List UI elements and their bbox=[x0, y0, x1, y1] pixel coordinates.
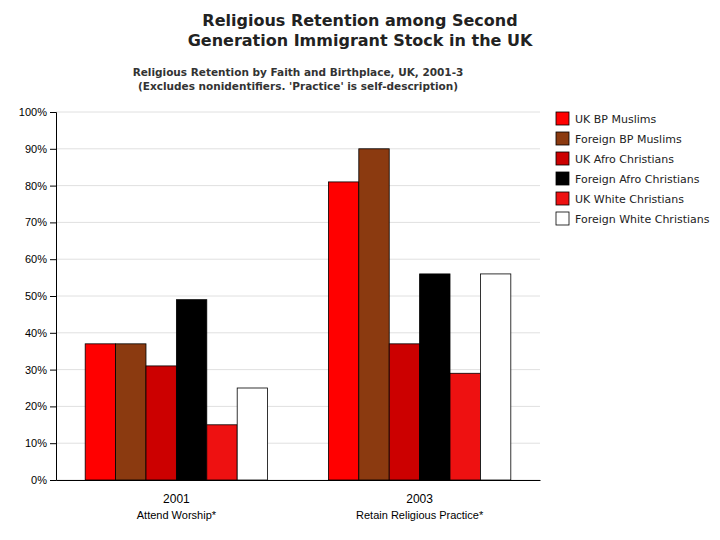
bar bbox=[237, 388, 267, 480]
legend-swatch bbox=[556, 172, 569, 185]
legend-label: UK White Christians bbox=[575, 193, 684, 206]
y-tick-label: 30% bbox=[25, 364, 47, 376]
y-tick: 30% bbox=[25, 364, 56, 376]
y-tick-mark bbox=[50, 333, 56, 334]
bar bbox=[207, 425, 237, 480]
y-tick-label: 40% bbox=[25, 327, 47, 339]
series bbox=[116, 149, 390, 480]
y-tick: 100% bbox=[19, 106, 56, 118]
series bbox=[237, 274, 511, 480]
bar bbox=[176, 300, 206, 480]
y-tick-label: 10% bbox=[25, 437, 47, 449]
legend-swatch bbox=[556, 192, 569, 205]
legend-swatch bbox=[556, 132, 569, 145]
y-tick: 40% bbox=[25, 327, 56, 339]
plot: 0% 10% 20% 30% 40% 50% 60% 70% 80% 90% 100% 2001 Att… bbox=[19, 106, 541, 521]
grid-line bbox=[56, 148, 540, 149]
legend-swatch bbox=[556, 152, 569, 165]
legend-item: Foreign White Christians bbox=[556, 212, 710, 226]
chart: Religious Retention among SecondGenerati… bbox=[0, 0, 720, 540]
y-tick-label: 70% bbox=[25, 216, 47, 228]
y-tick-label: 100% bbox=[19, 106, 47, 118]
legend-item: UK BP Muslims bbox=[556, 112, 656, 126]
series bbox=[176, 274, 450, 480]
legend-item: Foreign BP Muslims bbox=[556, 132, 682, 146]
y-tick: 0% bbox=[31, 474, 56, 486]
legend-label: Foreign BP Muslims bbox=[575, 133, 682, 146]
text-line: Religious Retention by Faith and Birthpl… bbox=[133, 66, 464, 78]
y-tick-label: 80% bbox=[25, 180, 47, 192]
grid-line bbox=[56, 112, 540, 113]
legend-item: UK White Christians bbox=[556, 192, 684, 206]
y-tick-label: 0% bbox=[31, 474, 47, 486]
y-tick-mark bbox=[50, 112, 56, 113]
grid-line bbox=[56, 332, 540, 333]
bar bbox=[85, 344, 115, 480]
series bbox=[85, 182, 359, 480]
legend-label: Foreign Afro Christians bbox=[575, 173, 700, 186]
y-tick: 70% bbox=[25, 216, 56, 228]
bars bbox=[85, 149, 511, 480]
grid-line bbox=[56, 222, 540, 223]
x-tick-label: 2001 Attend Worship* bbox=[137, 492, 217, 521]
y-tick-label: 60% bbox=[25, 253, 47, 265]
bar bbox=[359, 149, 389, 480]
bar bbox=[480, 274, 510, 480]
x-tick-label: 2003 Retain Religious Practice* bbox=[356, 492, 484, 521]
legend-label: Foreign White Christians bbox=[575, 213, 710, 226]
y-tick-mark bbox=[50, 370, 56, 371]
y-tick: 90% bbox=[25, 143, 56, 155]
y-tick-mark bbox=[50, 259, 56, 260]
x-axis-line bbox=[57, 480, 541, 481]
grid-line bbox=[56, 259, 540, 260]
y-tick: 80% bbox=[25, 180, 56, 192]
legend-label: UK Afro Christians bbox=[575, 153, 674, 166]
grid-line bbox=[56, 296, 540, 297]
y-tick: 50% bbox=[25, 290, 56, 302]
legend-swatch bbox=[556, 112, 569, 125]
y-tick-label: 20% bbox=[25, 400, 47, 412]
y-tick-mark bbox=[50, 186, 56, 187]
legend-label: UK BP Muslims bbox=[575, 113, 656, 126]
bar bbox=[389, 344, 419, 480]
y-tick-mark bbox=[50, 222, 56, 223]
text-line: (Excludes nonidentifiers. 'Practice' is … bbox=[138, 80, 458, 92]
text-line: Generation Immigrant Stock in the UK bbox=[188, 31, 533, 50]
y-axis-line bbox=[50, 113, 57, 481]
text-line: Attend Worship* bbox=[137, 509, 217, 521]
bar bbox=[116, 344, 146, 480]
subtitle: Religious Retention by Faith and Birthpl… bbox=[133, 66, 464, 92]
y-tick: 10% bbox=[25, 437, 56, 449]
series bbox=[207, 373, 481, 480]
text-line: 2003 bbox=[406, 492, 433, 506]
y-tick: 20% bbox=[25, 400, 56, 412]
y-tick-label: 90% bbox=[25, 143, 47, 155]
x-tick: 2003 Retain Religious Practice* bbox=[356, 480, 484, 521]
text-line: 2001 bbox=[163, 492, 190, 506]
title: Religious Retention among SecondGenerati… bbox=[188, 11, 533, 50]
bar bbox=[328, 182, 358, 480]
x-axis: 2001 Attend Worship* 2003 Retain Religious … bbox=[57, 480, 541, 521]
y-tick-mark bbox=[50, 406, 56, 407]
legend-item: Foreign Afro Christians bbox=[556, 172, 700, 186]
bar bbox=[146, 366, 176, 480]
y-tick-mark bbox=[50, 443, 56, 444]
grid bbox=[56, 112, 540, 480]
bar bbox=[450, 373, 480, 480]
y-tick-mark bbox=[50, 296, 56, 297]
text-line: Retain Religious Practice* bbox=[356, 509, 484, 521]
legend: UK BP Muslims Foreign BP Muslims UK Afro C… bbox=[556, 112, 710, 226]
y-axis: 0% 10% 20% 30% 40% 50% 60% 70% 80% 90% 100% bbox=[19, 106, 57, 486]
legend-item: UK Afro Christians bbox=[556, 152, 674, 166]
y-tick-label: 50% bbox=[25, 290, 47, 302]
legend-swatch bbox=[556, 212, 569, 225]
y-tick-mark bbox=[50, 149, 56, 150]
y-tick: 60% bbox=[25, 253, 56, 265]
y-tick-mark bbox=[50, 480, 56, 481]
bar bbox=[420, 274, 450, 480]
grid-line bbox=[56, 185, 540, 186]
x-tick: 2001 Attend Worship* bbox=[137, 480, 217, 521]
text-line: Religious Retention among Second bbox=[202, 11, 517, 30]
